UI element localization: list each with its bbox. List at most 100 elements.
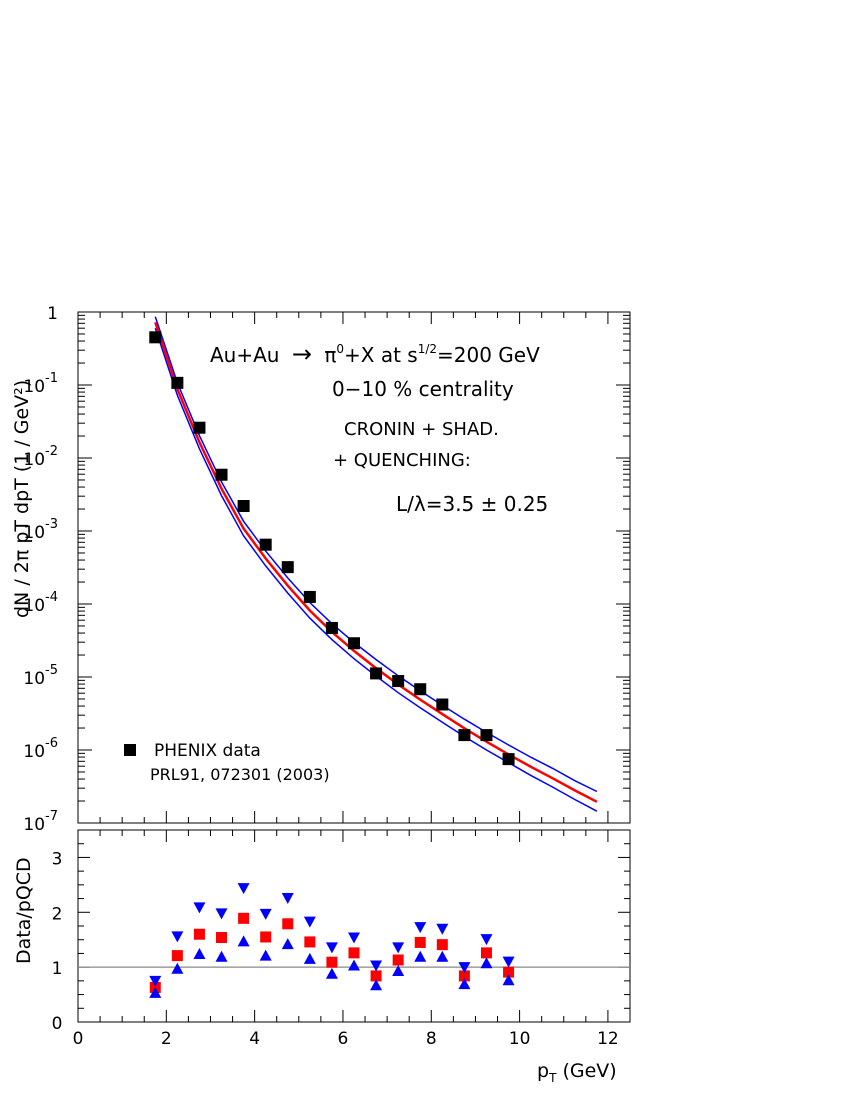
lower-band-point: [370, 979, 383, 991]
lower-band-point: [281, 938, 294, 950]
y-tick-label: 3: [52, 849, 63, 869]
lower-band-point: [480, 957, 493, 969]
upper-band-point: [237, 883, 250, 895]
y-tick-label: 10-7: [23, 809, 58, 835]
data-point: [237, 500, 250, 513]
data-point: [458, 729, 471, 742]
upper-band-point: [303, 916, 316, 928]
ratio-point: [238, 912, 250, 924]
lower-band-point: [149, 986, 162, 998]
lower-band-point: [414, 950, 427, 962]
y-tick-label: 1: [47, 304, 58, 324]
legend-reference: PRL91, 072301 (2003): [150, 765, 330, 784]
data-point: [480, 729, 493, 742]
ratio-point: [216, 932, 228, 944]
upper-band-point: [436, 923, 449, 935]
x-tick-label: 4: [249, 1029, 260, 1049]
ratio-point: [414, 936, 426, 948]
y-tick-label: 10-1: [23, 371, 58, 397]
data-point: [392, 675, 405, 688]
y-tick-label: 0: [52, 1014, 63, 1034]
ratio-point: [304, 936, 316, 948]
lower-y-axis-title: Data/pQCD: [13, 857, 35, 964]
ratio-point: [193, 928, 205, 940]
lower-band-point: [171, 962, 184, 974]
lower-band-point: [215, 950, 228, 962]
data-point: [171, 376, 184, 389]
ratio-point: [171, 950, 183, 962]
upper-band-point: [348, 932, 360, 944]
upper-band-point: [480, 934, 493, 946]
upper-y-axis-title: dN / 2π pT dpT (1 / GeV²): [11, 380, 33, 618]
lower-band-point: [392, 964, 405, 976]
x-tick-label: 6: [338, 1029, 349, 1049]
ratio-point: [260, 931, 272, 943]
legend-label: PHENIX data: [154, 741, 261, 761]
data-point: [436, 698, 449, 711]
lower-band-point: [502, 974, 515, 986]
lower-band-point: [303, 952, 316, 964]
lower-band-point: [237, 935, 250, 947]
upper-series: [149, 316, 598, 812]
lower-band-point: [259, 949, 272, 961]
lower-axis-ticks: [77, 829, 631, 1023]
model-label-2: + QUENCHING:: [333, 450, 471, 471]
ratio-point: [436, 939, 448, 951]
upper-band-point: [370, 960, 383, 972]
x-axis-title: pT (GeV): [537, 1060, 617, 1085]
lower-band-point: [348, 959, 360, 971]
y-tick-label: 1: [52, 959, 63, 979]
upper-band-point: [325, 942, 338, 954]
y-tick-label: 10-6: [23, 736, 58, 762]
ratio-point: [480, 947, 492, 959]
ratio-point: [282, 918, 294, 930]
legend-marker-square: [124, 744, 136, 756]
lower-band-point: [325, 967, 338, 979]
data-point: [502, 753, 515, 766]
upper-y-tick-labels: 1 10-1 10-2 10-3 10-4 10-5 10-6 10-7: [23, 304, 58, 835]
upper-band-point: [392, 942, 405, 954]
data-point: [370, 667, 383, 680]
upper-band-point: [502, 956, 515, 968]
upper-band-point: [259, 908, 272, 920]
lower-series: [149, 883, 515, 998]
ratio-point: [326, 956, 338, 968]
data-point: [193, 421, 206, 434]
y-tick-label: 10-5: [23, 663, 58, 689]
upper-axis-ticks: [77, 312, 631, 824]
data-point: [303, 590, 316, 603]
x-tick-label: 10: [509, 1029, 531, 1049]
opacity-label: L/λ=3.5 ± 0.25: [396, 492, 548, 516]
x-tick-label: 0: [73, 1029, 84, 1049]
upper-band-point: [193, 902, 206, 914]
data-point: [414, 683, 427, 696]
lower-band-point: [193, 947, 206, 959]
theory-curve: [154, 316, 598, 793]
ratio-point: [503, 966, 515, 978]
upper-band-point: [281, 893, 294, 905]
data-point: [281, 561, 294, 574]
upper-band-point: [171, 931, 184, 943]
lower-band-point: [458, 978, 471, 990]
ratio-point: [370, 970, 382, 982]
data-point: [215, 468, 228, 481]
data-point: [348, 637, 360, 650]
y-tick-label: 2: [52, 904, 63, 924]
upper-band-point: [149, 975, 162, 987]
x-tick-label: 12: [597, 1029, 619, 1049]
data-point: [325, 621, 338, 634]
y-tick-label: 10-4: [23, 590, 58, 616]
x-tick-label: 8: [426, 1029, 437, 1049]
lower-plot-frame: [77, 829, 631, 1023]
upper-band-point: [414, 922, 427, 934]
lower-band-point: [436, 950, 449, 962]
upper-band-point: [458, 962, 471, 974]
data-point: [149, 331, 162, 344]
model-label-1: CRONIN + SHAD.: [344, 419, 499, 440]
y-tick-label: 10-3: [23, 517, 58, 543]
reaction-label: Au+Au → π0+X at s1/2=200 GeV: [210, 340, 540, 368]
centrality-label: 0−10 % centrality: [332, 377, 514, 401]
x-tick-label: 2: [161, 1029, 172, 1049]
y-tick-label: 10-2: [23, 444, 58, 470]
